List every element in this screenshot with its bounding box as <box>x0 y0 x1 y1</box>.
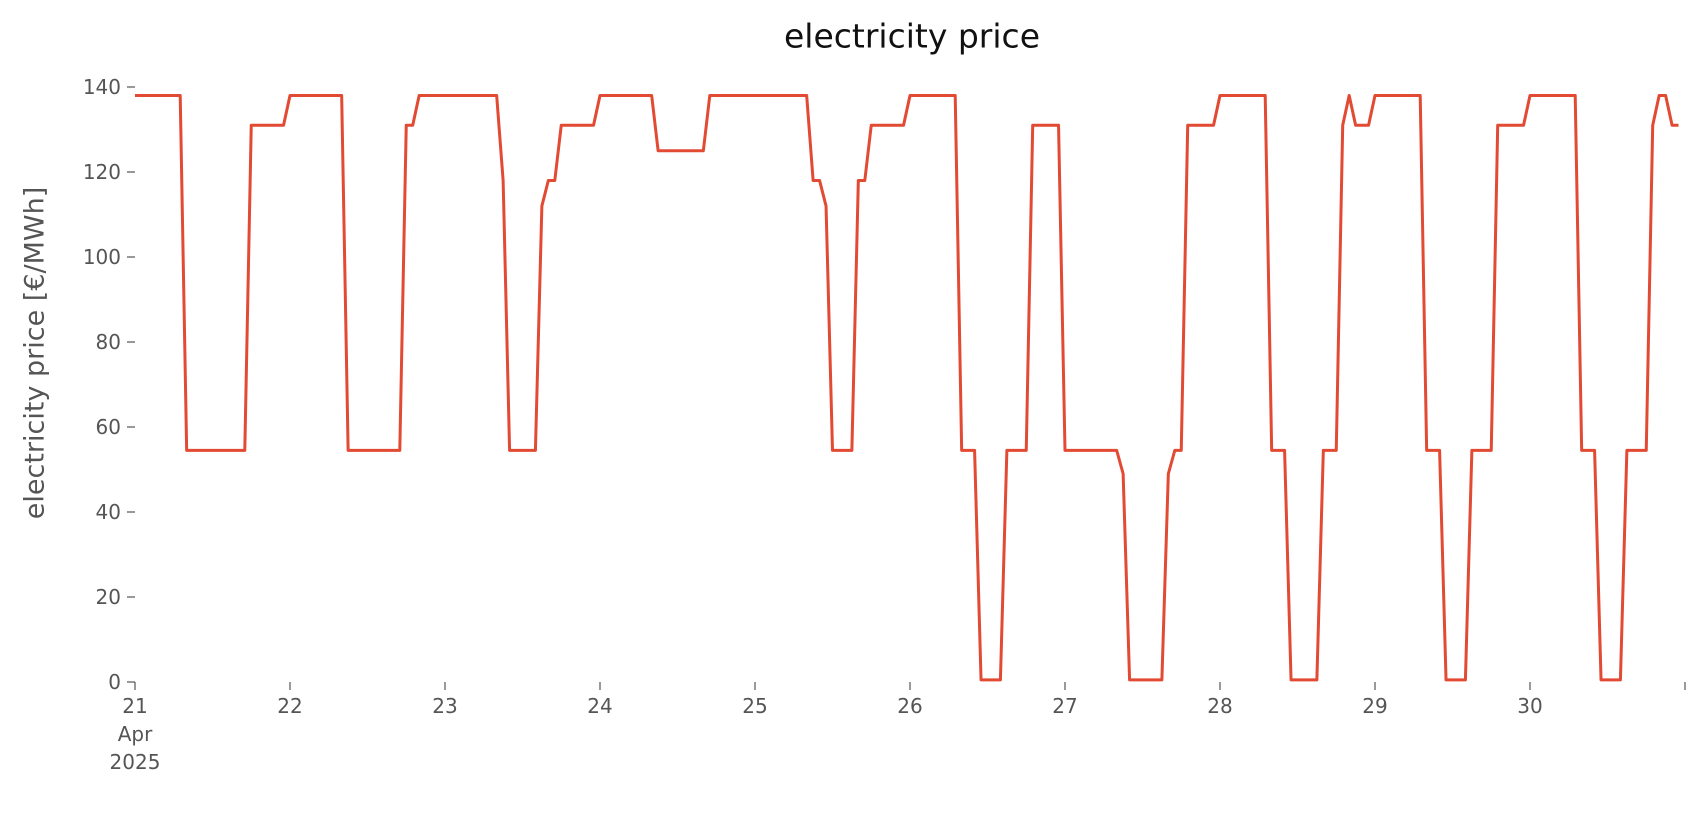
x-tick-label: 29 <box>1362 694 1387 718</box>
y-tick-label: 80 <box>96 330 121 354</box>
x-tick-label: 22 <box>277 694 302 718</box>
y-tick-label: 120 <box>83 160 121 184</box>
y-tick-label: 100 <box>83 245 121 269</box>
y-tick-label: 20 <box>96 585 121 609</box>
y-tick-label: 140 <box>83 75 121 99</box>
chart-title: electricity price <box>784 17 1040 56</box>
y-axis-label: electricity price [€/MWh] <box>20 187 51 519</box>
x-tick-label: 30 <box>1517 694 1542 718</box>
x-tick-label: 23 <box>432 694 457 718</box>
x-tick-label: 28 <box>1207 694 1232 718</box>
x-tick-label: 21 Apr 2025 <box>110 694 161 774</box>
price-line <box>135 94 1679 682</box>
x-tick-label: 24 <box>587 694 612 718</box>
y-tick-label: 0 <box>108 670 121 694</box>
y-tick-label: 60 <box>96 415 121 439</box>
y-tick-label: 40 <box>96 500 121 524</box>
x-tick-label: 25 <box>742 694 767 718</box>
x-tick-label: 26 <box>897 694 922 718</box>
x-tick-label: 27 <box>1052 694 1077 718</box>
